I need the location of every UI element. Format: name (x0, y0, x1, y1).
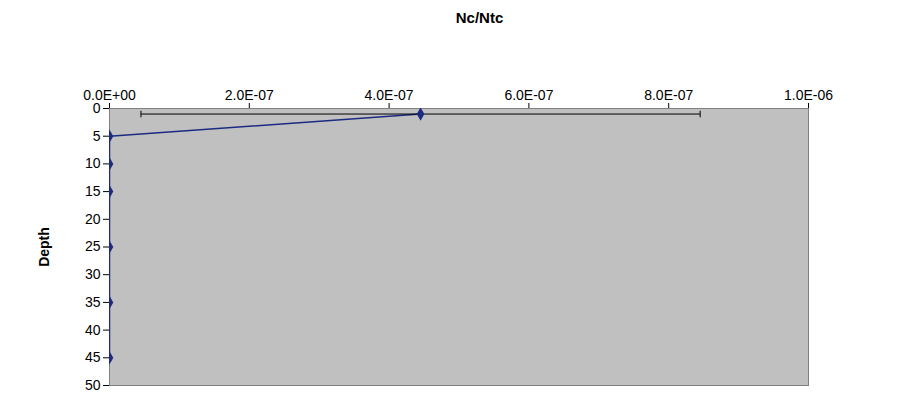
svg-text:25: 25 (85, 238, 101, 254)
svg-text:1.0E-06: 1.0E-06 (784, 87, 833, 103)
svg-text:15: 15 (85, 183, 101, 199)
svg-text:0.0E+00: 0.0E+00 (83, 87, 136, 103)
svg-text:20: 20 (85, 211, 101, 227)
svg-text:0: 0 (92, 100, 101, 116)
svg-text:50: 50 (85, 377, 101, 393)
svg-text:45: 45 (85, 349, 101, 365)
svg-text:35: 35 (85, 294, 101, 310)
svg-text:2.0E-07: 2.0E-07 (225, 87, 274, 103)
svg-text:40: 40 (85, 322, 101, 338)
svg-text:5: 5 (93, 128, 101, 144)
svg-text:8.0E-07: 8.0E-07 (644, 87, 693, 103)
svg-text:6.0E-07: 6.0E-07 (504, 87, 553, 103)
svg-text:30: 30 (85, 266, 101, 282)
html-text:Nc/Ntc: Nc/Ntc (455, 9, 504, 26)
svg-text:4.0E-07: 4.0E-07 (365, 87, 414, 103)
svg-text:Depth: Depth (36, 227, 52, 267)
svg-text:10: 10 (85, 155, 101, 171)
